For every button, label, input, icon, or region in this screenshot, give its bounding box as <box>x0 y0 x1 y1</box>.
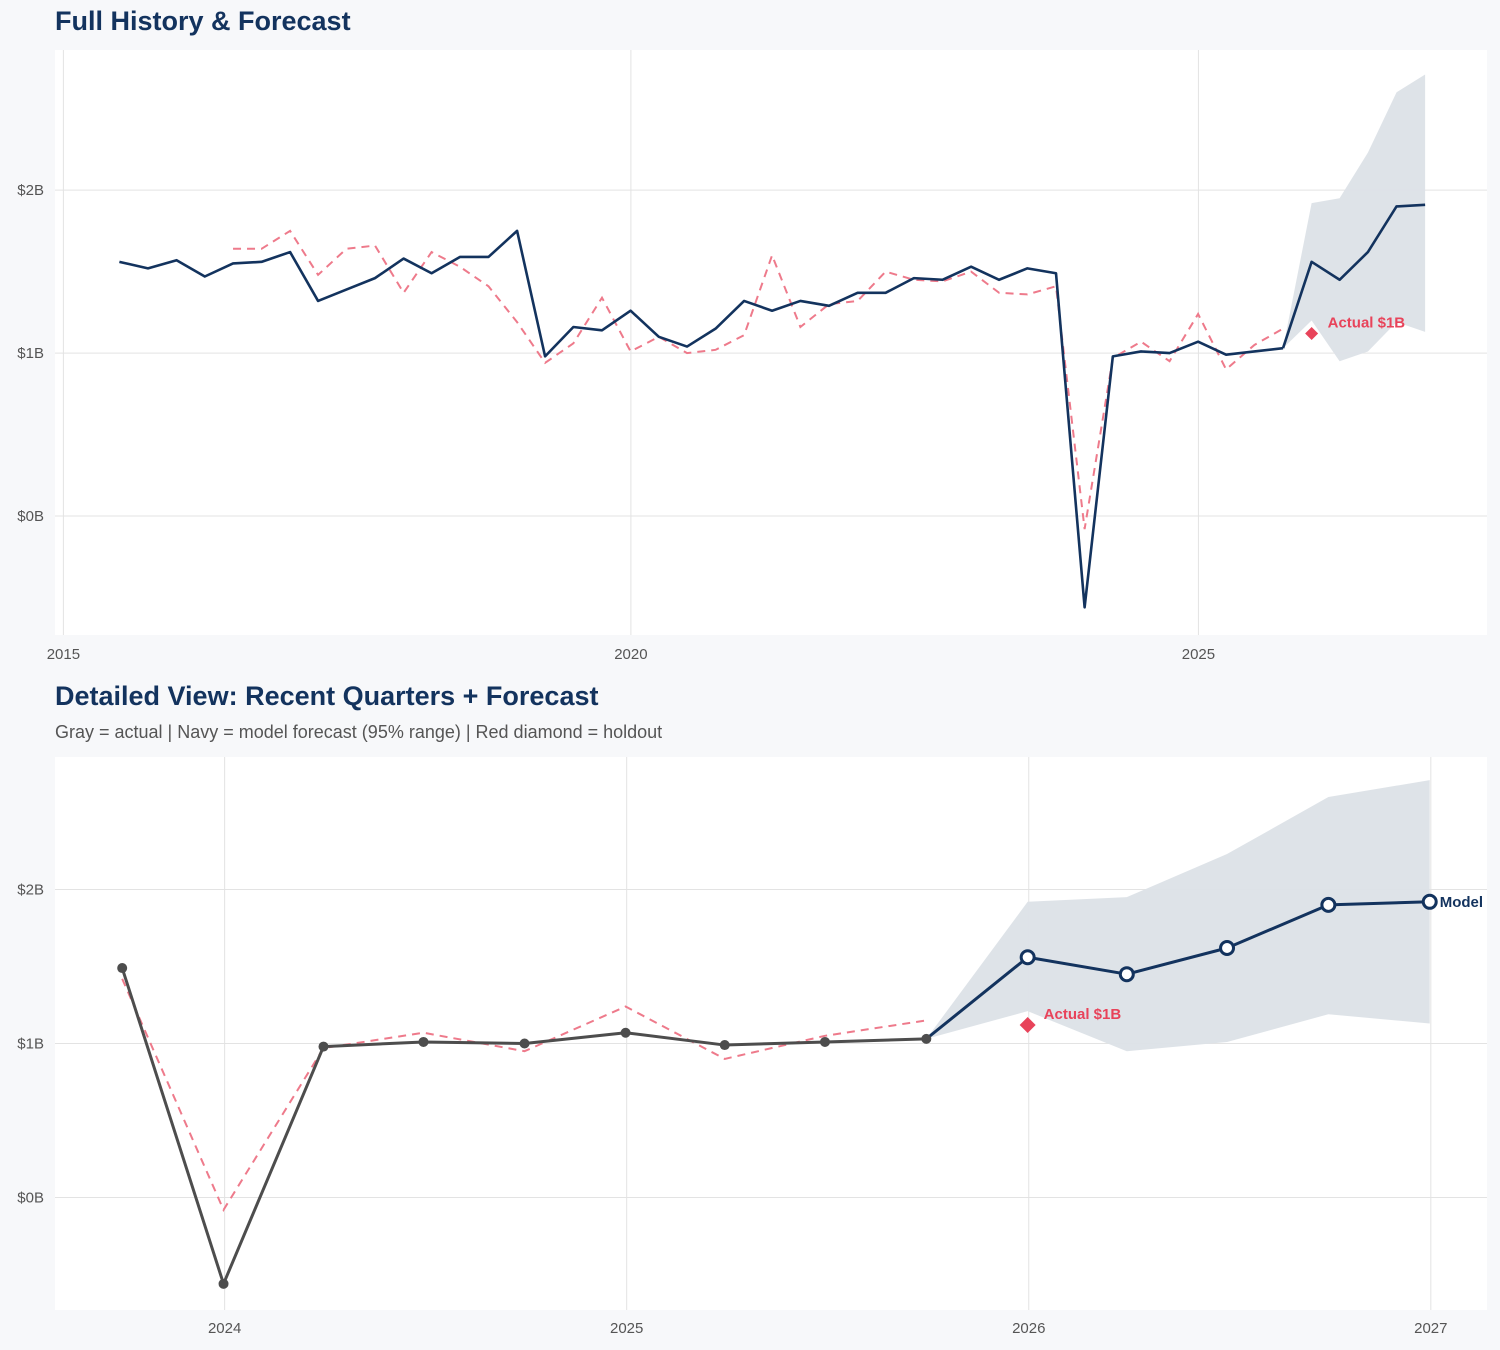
history-chart: $0B $1B $2B 2015 2020 2025 Actual $1B <box>17 50 1487 663</box>
top-chart-title: Full History & Forecast <box>55 6 351 36</box>
x-tick-label: 2015 <box>47 646 80 663</box>
y-tick-label: $2B <box>17 881 44 898</box>
forecast-series-line <box>1281 203 1426 349</box>
x-tick-label: 2025 <box>610 1320 643 1337</box>
plot-panel <box>55 50 1487 635</box>
actual-point <box>620 1027 631 1038</box>
forecast-point <box>1019 949 1036 966</box>
forecast-series-line <box>925 900 1430 1041</box>
holdout-diamond <box>1019 1017 1036 1034</box>
y-tick-label: $0B <box>17 508 44 525</box>
model-label: Model <box>1440 894 1483 911</box>
holdout-label: Actual $1B <box>1044 1006 1122 1023</box>
detail-chart: $0B $1B $2B 2024 2025 2026 2027 Model Actual $1B <box>17 757 1487 1337</box>
forecast-point <box>1320 896 1337 913</box>
y-tick-label: $0B <box>17 1190 44 1207</box>
x-tick-label: 2025 <box>1182 646 1215 663</box>
fitted-series-line <box>121 978 927 1213</box>
bottom-chart-title: Detailed View: Recent Quarters + Forecas… <box>55 681 599 711</box>
actual-point <box>318 1041 329 1052</box>
forecast-point <box>1421 893 1438 910</box>
actual-point <box>418 1036 429 1047</box>
actual-point <box>819 1036 830 1047</box>
x-tick-label: 2027 <box>1414 1320 1447 1337</box>
forecast-95-band <box>926 780 1430 1052</box>
forecast-95-band <box>1283 74 1426 362</box>
y-tick-label: $1B <box>17 345 44 362</box>
holdout-label: Actual $1B <box>1328 315 1406 332</box>
forecast-point <box>1219 940 1236 957</box>
fitted-series-line <box>233 229 1284 530</box>
actual-point <box>117 963 128 974</box>
actual-series-line <box>119 229 1284 609</box>
forecast-point <box>1118 966 1135 983</box>
x-tick-label: 2024 <box>208 1320 241 1337</box>
y-tick-label: $1B <box>17 1036 44 1053</box>
actual-point <box>519 1038 530 1049</box>
holdout-diamond <box>1305 327 1319 341</box>
actual-point <box>218 1278 229 1289</box>
actual-point <box>921 1033 932 1044</box>
x-tick-label: 2020 <box>614 646 647 663</box>
bottom-chart-subtitle: Gray = actual | Navy = model forecast (9… <box>55 722 663 742</box>
y-tick-label: $2B <box>17 182 44 199</box>
actual-point <box>719 1040 730 1051</box>
x-tick-label: 2026 <box>1012 1320 1045 1337</box>
